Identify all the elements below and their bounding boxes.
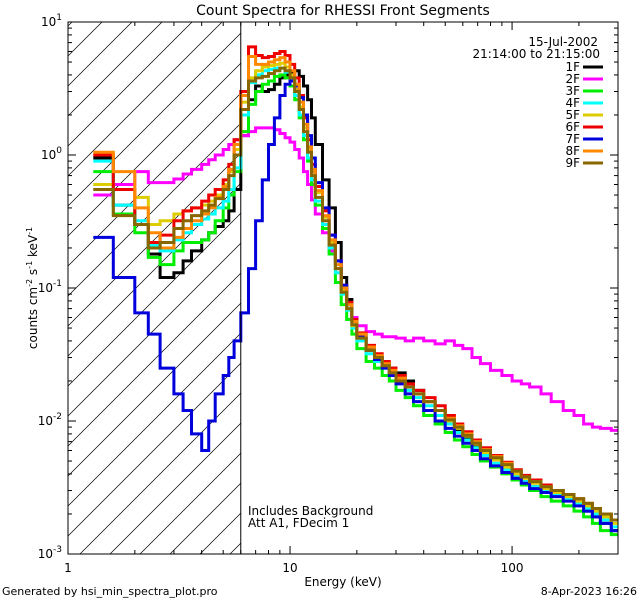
annotation-background: Includes Background: [248, 504, 373, 518]
x-tick-label: 1: [64, 561, 72, 575]
hatch-line: [68, 62, 241, 237]
hatch-line: [139, 452, 241, 554]
series-4F: [93, 66, 618, 529]
hatch-line: [620, 22, 640, 554]
y-tick-label: 10-2: [38, 412, 62, 428]
hatch-line: [68, 32, 241, 207]
hatch-line: [0, 22, 12, 554]
legend-label-6F: 6F: [565, 120, 580, 134]
y-tick-label: 100: [41, 146, 62, 162]
series-3F: [93, 73, 618, 537]
footer-timestamp: 8-Apr-2023 16:26: [541, 585, 637, 598]
legend-label-5F: 5F: [565, 108, 580, 122]
legend-label-7F: 7F: [565, 132, 580, 146]
y-axis-label: counts cm-2 s-1 keV-1: [25, 227, 40, 349]
hatch-line: [68, 152, 241, 327]
hatch-line: [68, 302, 241, 477]
hatch-line: [79, 392, 241, 554]
x-tick-label: 10: [282, 561, 297, 575]
hatch-line: [68, 22, 193, 147]
spectra-series: [93, 45, 618, 537]
legend-label-2F: 2F: [565, 72, 580, 86]
chart-title: Count Spectra for RHESSI Front Segments: [196, 3, 490, 19]
y-tick-label: 10-3: [38, 545, 62, 561]
hatch-line: [68, 22, 223, 177]
x-tick-label: 100: [501, 561, 524, 575]
footer-generator: Generated by hsi_min_spectra_plot.pro: [2, 585, 218, 598]
hatch-line: [68, 212, 241, 387]
legend-label-8F: 8F: [565, 144, 580, 158]
hatch-line: [68, 332, 241, 507]
y-tick-label: 101: [41, 13, 62, 29]
series-7F: [93, 79, 618, 533]
hatch-line: [68, 242, 241, 417]
legend-label-3F: 3F: [565, 84, 580, 98]
series-8F: [93, 55, 618, 522]
x-axis-label: Energy (keV): [304, 575, 381, 589]
x-axis: 1 10 100: [64, 22, 619, 575]
series-9F: [93, 66, 618, 522]
background-shaded-region: [0, 22, 640, 554]
series-2F: [93, 126, 618, 432]
legend-label-1F: 1F: [565, 60, 580, 74]
hatch-line: [68, 22, 163, 117]
series-6F: [93, 45, 618, 522]
hatch-line: [109, 422, 241, 554]
hatch-line: [68, 362, 241, 537]
hatch-line: [68, 272, 241, 447]
annotation-attenuator: Att A1, FDecim 1: [248, 516, 349, 530]
date-label: 15-Jul-2002: [528, 35, 598, 49]
hatch-line: [68, 92, 241, 267]
y-tick-label: 10-1: [38, 279, 62, 295]
time-range-label: 21:14:00 to 21:15:00: [473, 47, 600, 61]
legend-label-4F: 4F: [565, 96, 580, 110]
legend-label-9F: 9F: [565, 156, 580, 170]
y-axis: 101 100 10-1 10-2 10-3: [38, 13, 618, 561]
